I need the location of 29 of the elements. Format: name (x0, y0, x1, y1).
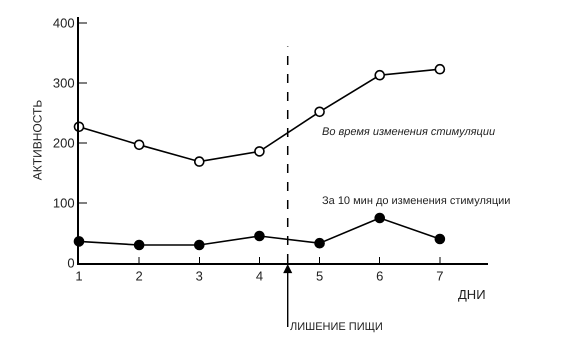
y-tick-label: 100 (52, 196, 75, 211)
x-axis-title: ДНИ (458, 287, 486, 302)
point (374, 70, 386, 80)
point (314, 106, 325, 118)
x-tick-label: 5 (316, 268, 324, 284)
point (254, 146, 265, 157)
point (134, 140, 144, 150)
y-tick-label: 400 (52, 16, 75, 31)
series-label: Во время изменения стимуляции (322, 126, 496, 138)
y-tick-label: 300 (52, 76, 75, 91)
point (434, 234, 446, 244)
point (314, 238, 325, 248)
x-tick-label: 3 (196, 268, 203, 284)
x-tick-label: 4 (256, 268, 264, 284)
ref-line-label: ЛИШЕНИЕ ПИЩИ (290, 321, 383, 333)
x-tick-label: 6 (376, 268, 384, 284)
point (434, 64, 446, 74)
y-axis-title: АКТИВНОСТЬ (30, 100, 45, 180)
y-tick-label: 200 (52, 136, 75, 151)
x-tick-label: 7 (436, 268, 444, 284)
point (134, 240, 144, 250)
point (374, 212, 386, 224)
text: За 10 мин до изменения стимуляции (322, 195, 510, 207)
y-tick-label: 0 (67, 256, 75, 271)
x-tick-label: 2 (136, 268, 143, 284)
point (254, 230, 265, 242)
point (194, 156, 205, 167)
x-tick-label: 1 (75, 268, 83, 284)
point (194, 240, 205, 250)
